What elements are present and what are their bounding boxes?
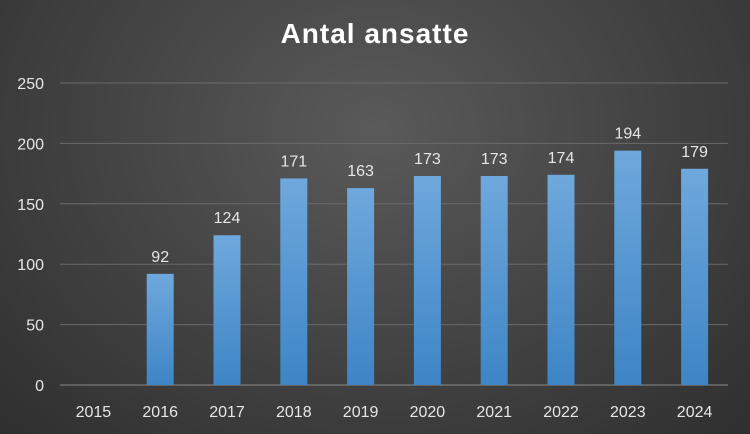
data-label: 194 — [614, 126, 641, 143]
y-axis: 0 50 100 150 200 250 — [17, 76, 44, 395]
x-tick-label: 2015 — [76, 404, 112, 421]
chart-title: Antal ansatte — [280, 18, 470, 49]
y-tick-label: 100 — [17, 257, 44, 274]
data-label: 174 — [548, 150, 575, 167]
bar — [347, 188, 375, 385]
data-labels: 92 124 171 163 173 173 174 194 179 — [151, 126, 708, 266]
data-label: 171 — [280, 153, 307, 170]
y-tick-label: 150 — [17, 197, 44, 214]
x-tick-label: 2022 — [543, 404, 579, 421]
data-label: 179 — [681, 144, 708, 161]
bar — [614, 150, 642, 385]
bar — [413, 176, 441, 385]
x-tick-label: 2019 — [343, 404, 379, 421]
bars — [146, 150, 709, 385]
data-label: 124 — [214, 210, 241, 227]
y-tick-label: 0 — [35, 378, 44, 395]
bar — [146, 273, 174, 385]
data-label: 163 — [347, 163, 374, 180]
x-tick-label: 2023 — [610, 404, 646, 421]
bar — [213, 235, 241, 385]
x-tick-label: 2024 — [677, 404, 713, 421]
bar — [547, 174, 575, 385]
x-axis: 2015 2016 2017 2018 2019 2020 2021 2022 2023 2024 — [76, 404, 713, 421]
y-tick-label: 50 — [26, 318, 44, 335]
data-label: 173 — [414, 151, 441, 168]
bar — [280, 178, 308, 385]
y-tick-label: 250 — [17, 76, 44, 93]
x-tick-label: 2016 — [142, 404, 178, 421]
bar — [681, 168, 709, 385]
data-label: 173 — [481, 151, 508, 168]
data-label: 92 — [151, 249, 169, 266]
x-tick-label: 2017 — [209, 404, 245, 421]
y-tick-label: 200 — [17, 136, 44, 153]
x-tick-label: 2021 — [476, 404, 512, 421]
bar — [480, 176, 508, 385]
x-tick-label: 2020 — [410, 404, 446, 421]
x-tick-label: 2018 — [276, 404, 312, 421]
